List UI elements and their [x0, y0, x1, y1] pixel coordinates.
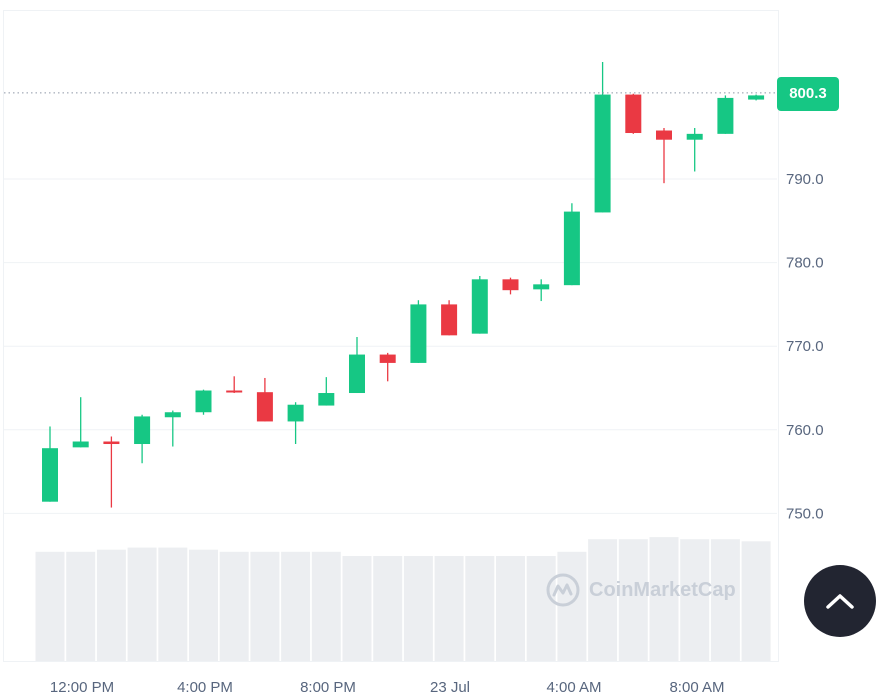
x-tick-label: 8:00 AM — [669, 679, 724, 696]
volume-bar — [219, 551, 249, 661]
volume-bar — [618, 539, 648, 661]
volume-bar — [434, 556, 464, 661]
candle — [349, 337, 365, 394]
volume-bar — [649, 537, 679, 661]
x-tick-label: 23 Jul — [430, 679, 470, 696]
x-tick-label: 8:00 PM — [300, 679, 356, 696]
candle — [441, 300, 458, 336]
candle — [256, 377, 273, 422]
candle — [226, 376, 243, 394]
candle — [379, 352, 396, 382]
candle — [563, 203, 580, 286]
volume-bar — [710, 539, 740, 661]
plot-border — [3, 10, 779, 662]
coinmarketcap-logo-icon — [546, 573, 580, 607]
y-tick-label: 750.0 — [786, 505, 824, 522]
volume-bar — [741, 541, 771, 661]
candle — [318, 377, 335, 406]
x-tick-label: 4:00 AM — [546, 679, 601, 696]
candle — [287, 402, 304, 445]
candle — [533, 279, 550, 302]
volume-bar — [465, 556, 495, 661]
watermark-text: CoinMarketCap — [589, 578, 736, 601]
candle — [164, 410, 181, 447]
volume-bar — [342, 556, 372, 661]
y-tick-label: 770.0 — [786, 338, 824, 355]
y-tick-label: 760.0 — [786, 422, 824, 439]
candle — [594, 61, 611, 213]
volume-bar — [588, 539, 618, 661]
candle — [471, 275, 488, 334]
volume-bar — [281, 551, 311, 661]
volume-bar — [250, 551, 280, 661]
volume-bar — [496, 556, 525, 661]
volume-bar — [526, 556, 556, 661]
volume-bar — [189, 549, 218, 661]
volume-bar — [403, 556, 433, 661]
scroll-to-top-button[interactable] — [804, 565, 876, 637]
candle — [502, 277, 519, 295]
candle — [656, 128, 672, 184]
y-tick-label: 790.0 — [786, 171, 824, 188]
volume-bar — [96, 549, 126, 661]
candle — [748, 94, 765, 101]
candle — [103, 436, 120, 508]
candle — [410, 300, 427, 363]
candle — [195, 389, 212, 415]
candle — [686, 128, 703, 172]
x-tick-label: 4:00 PM — [177, 679, 233, 696]
chevron-up-icon — [826, 594, 854, 609]
volume-bar — [680, 539, 710, 661]
volume-bar — [66, 551, 96, 661]
candle — [134, 414, 151, 464]
volume-bar — [311, 551, 341, 661]
candle — [625, 93, 642, 134]
volume-bar — [35, 551, 65, 661]
x-tick-label: 12:00 PM — [50, 679, 114, 696]
current-price-label: 800.3 — [777, 77, 839, 111]
candle — [42, 426, 58, 502]
watermark: CoinMarketCap — [545, 572, 736, 608]
volume-bar — [127, 547, 157, 661]
y-tick-label: 780.0 — [786, 255, 824, 272]
candle — [72, 397, 89, 448]
volume-bar — [158, 547, 188, 661]
volume-bar — [373, 556, 403, 661]
candle — [717, 95, 734, 134]
